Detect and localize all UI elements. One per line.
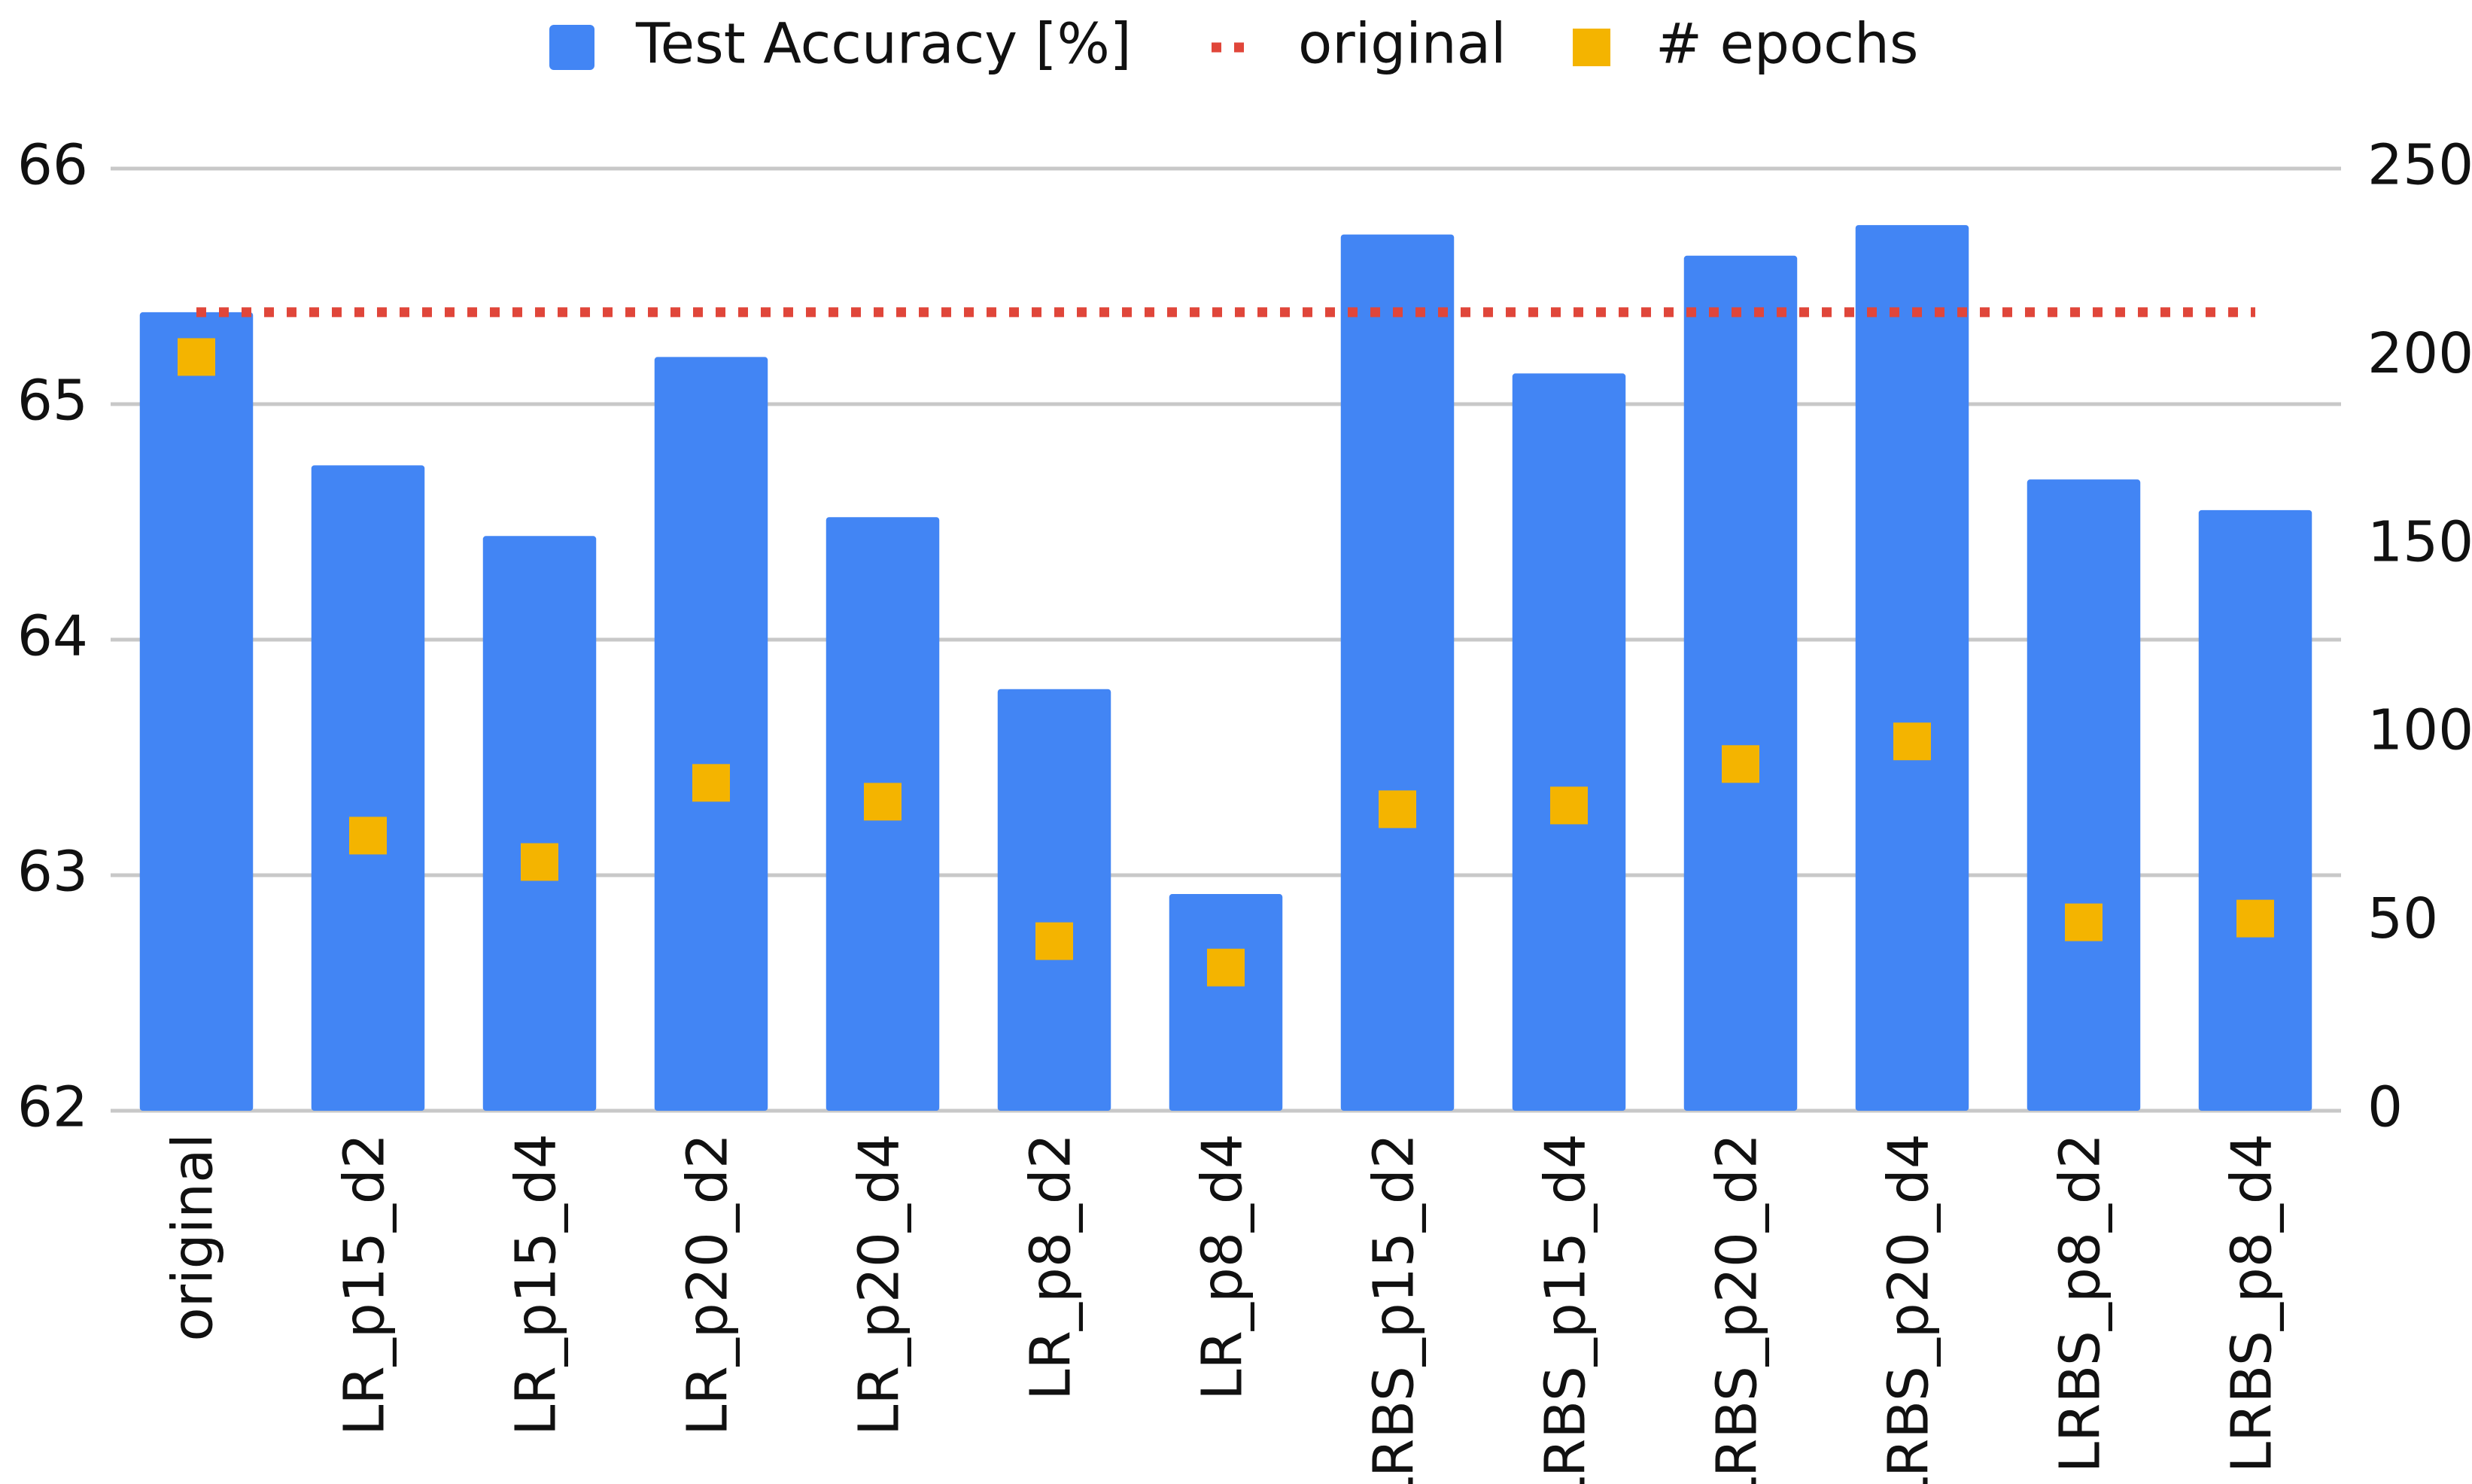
marker	[1207, 948, 1245, 987]
y2-tick-label: 150	[2367, 509, 2472, 574]
x-tick-label: LR_p20_d2	[676, 1133, 740, 1436]
x-tick-label: LR_p8_d2	[1019, 1133, 1084, 1400]
y2-tick-label: 200	[2367, 321, 2472, 386]
y-tick-label: 62	[17, 1075, 88, 1140]
bar	[1855, 225, 1969, 1111]
marker	[1379, 790, 1416, 829]
marker	[349, 817, 387, 855]
marker	[1893, 722, 1931, 761]
marker	[178, 338, 215, 376]
y-tick-label: 66	[17, 133, 88, 198]
bar	[1683, 255, 1798, 1111]
marker	[1550, 786, 1588, 825]
x-tick-label: LRBS_p20_d2	[1705, 1133, 1770, 1484]
x-tick-label: original	[161, 1133, 226, 1342]
bar	[1340, 234, 1455, 1111]
bar	[2027, 479, 2141, 1111]
legend-label: Test Accuracy [%]	[635, 12, 1132, 77]
marker	[2065, 903, 2103, 941]
marker	[1035, 922, 1073, 960]
bar	[654, 357, 768, 1111]
x-tick-label: LR_p8_d4	[1190, 1133, 1255, 1400]
x-tick-label: LR_p15_d2	[333, 1133, 397, 1436]
bar	[997, 689, 1111, 1111]
x-tick-label: LRBS_p20_d4	[1877, 1133, 1941, 1484]
x-tick-label: LRBS_p15_d4	[1534, 1133, 1598, 1484]
y2-tick-label: 250	[2367, 133, 2472, 198]
bar	[2198, 509, 2312, 1111]
y2-tick-label: 100	[2367, 698, 2472, 763]
x-tick-label: LRBS_p15_d2	[1362, 1133, 1427, 1484]
x-tick-label: LR_p20_d4	[847, 1133, 912, 1436]
bar	[1512, 373, 1626, 1111]
y-tick-label: 64	[17, 604, 88, 669]
legend-swatch	[549, 25, 594, 70]
marker	[864, 783, 902, 821]
marker	[2236, 899, 2274, 938]
x-tick-label: LRBS_p8_d4	[2220, 1133, 2285, 1473]
marker	[1722, 745, 1759, 783]
bar	[482, 536, 597, 1111]
legend-label: original	[1298, 12, 1507, 77]
marker	[692, 764, 730, 802]
y2-tick-label: 50	[2367, 886, 2438, 951]
bar	[139, 312, 254, 1111]
bar	[311, 465, 425, 1111]
y-tick-label: 65	[17, 369, 88, 433]
y-tick-label: 63	[17, 840, 88, 905]
x-tick-label: LR_p15_d4	[504, 1133, 569, 1436]
bar	[1169, 894, 1283, 1111]
legend-swatch	[1573, 29, 1610, 66]
y2-tick-label: 0	[2367, 1075, 2403, 1140]
x-tick-label: LRBS_p8_d2	[2048, 1133, 2113, 1473]
marker	[521, 843, 558, 881]
legend-label: # epochs	[1656, 12, 1918, 77]
